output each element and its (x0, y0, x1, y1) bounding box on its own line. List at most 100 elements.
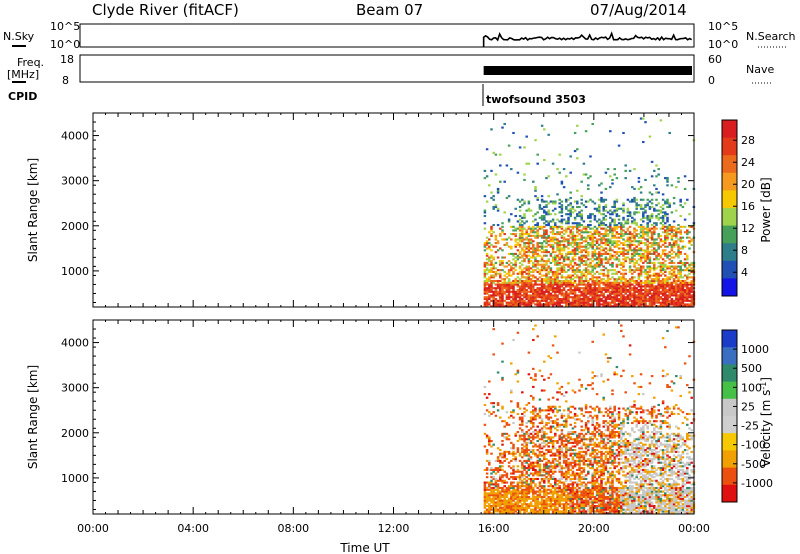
heatmap-cell (529, 394, 533, 397)
heatmap-cell (659, 269, 663, 272)
heatmap-cell (648, 220, 652, 223)
heatmap-cell (494, 238, 498, 241)
heatmap-cell (653, 225, 656, 228)
heatmap-cell (551, 297, 555, 301)
heatmap-cell (631, 260, 634, 263)
heatmap-cell (527, 432, 531, 435)
heatmap-cell (558, 287, 561, 290)
heatmap-cell (677, 270, 680, 274)
heatmap-cell (578, 296, 581, 299)
heatmap-cell (646, 290, 649, 293)
heatmap-cell (569, 287, 572, 290)
heatmap-cell (584, 274, 588, 277)
heatmap-cell (490, 276, 493, 279)
heatmap-cell (518, 476, 522, 479)
heatmap-cell (536, 242, 539, 245)
heatmap-cell (578, 242, 581, 245)
heatmap-cell (514, 279, 517, 283)
heatmap-cell (483, 269, 487, 272)
heatmap-cell (534, 373, 537, 376)
heatmap-cell (633, 294, 636, 297)
heatmap-cell (518, 454, 522, 457)
heatmap-cell (507, 503, 511, 506)
heatmap-cell (521, 504, 524, 508)
heatmap-cell (518, 452, 522, 455)
heatmap-cell (578, 447, 581, 450)
heatmap-cell (688, 287, 691, 290)
heatmap-cell (635, 269, 638, 272)
heatmap-cell (606, 285, 610, 288)
heatmap-cell (683, 218, 687, 221)
heatmap-cell (488, 184, 491, 187)
heatmap-cell (615, 290, 619, 293)
heatmap-cell (503, 503, 506, 506)
heatmap-cell (501, 474, 504, 477)
heatmap-cell (571, 211, 575, 214)
heatmap-cell (525, 438, 528, 441)
heatmap-cell (505, 510, 509, 513)
heatmap-cell (488, 297, 491, 301)
heatmap-cell (525, 485, 528, 488)
heatmap-cell (527, 247, 531, 250)
heatmap-cell (496, 499, 500, 502)
heatmap-cell (488, 245, 491, 248)
heatmap-cell (540, 468, 544, 471)
heatmap-cell (523, 497, 526, 500)
heatmap-cell (547, 213, 550, 216)
heatmap-cell (518, 512, 522, 515)
heatmap-cell (628, 231, 632, 234)
heatmap-cell (496, 508, 500, 511)
heatmap-cell (567, 488, 570, 491)
heatmap-cell (578, 441, 581, 444)
heatmap-cell (573, 288, 577, 292)
heatmap-cell (655, 242, 658, 245)
heatmap-cell (512, 490, 515, 493)
heatmap-cell (490, 263, 493, 266)
heatmap-cell (565, 391, 568, 394)
heatmap-cell (510, 447, 513, 450)
heatmap-cell (666, 238, 669, 241)
heatmap-cell (543, 233, 546, 236)
heatmap-cell (510, 485, 513, 488)
heatmap-cell (538, 472, 542, 475)
heatmap-cell (507, 260, 511, 263)
heatmap-cell (602, 299, 605, 302)
heatmap-cell (485, 269, 489, 272)
heatmap-cell (518, 236, 522, 239)
heatmap-cell (604, 303, 608, 306)
heatmap-cell (679, 276, 682, 279)
heatmap-cell (560, 288, 564, 292)
heatmap-cell (523, 501, 526, 504)
heatmap-cell (675, 252, 678, 255)
heatmap-cell (558, 233, 561, 236)
heatmap-cell (659, 238, 663, 241)
heatmap-cell (494, 236, 498, 239)
heatmap-cell (507, 452, 511, 455)
heatmap-cell (549, 467, 553, 470)
heatmap-cell (532, 296, 535, 299)
heatmap-cell (569, 461, 572, 464)
heatmap-cell (496, 292, 500, 295)
heatmap-cell (499, 297, 502, 301)
heatmap-cell (587, 269, 590, 272)
heatmap-cell (683, 297, 687, 301)
heatmap-cell (664, 213, 667, 216)
heatmap-cell (578, 512, 581, 515)
heatmap-cell (664, 222, 667, 225)
heatmap-cell (639, 269, 643, 272)
heatmap-cell (626, 297, 630, 301)
heatmap-cell (525, 409, 528, 412)
heatmap-cell (560, 281, 564, 284)
heatmap-cell (545, 414, 548, 417)
heatmap-cell (543, 463, 546, 466)
heatmap-cell (688, 272, 691, 275)
heatmap-cell (543, 290, 546, 293)
heatmap-cell (657, 288, 660, 292)
heatmap-cell (655, 258, 658, 261)
heatmap-cell (681, 269, 685, 272)
heatmap-cell (525, 450, 528, 453)
heatmap-cell (514, 297, 517, 301)
heatmap-cell (580, 274, 583, 277)
heatmap-cell (650, 205, 654, 209)
heatmap-cell (679, 287, 682, 290)
